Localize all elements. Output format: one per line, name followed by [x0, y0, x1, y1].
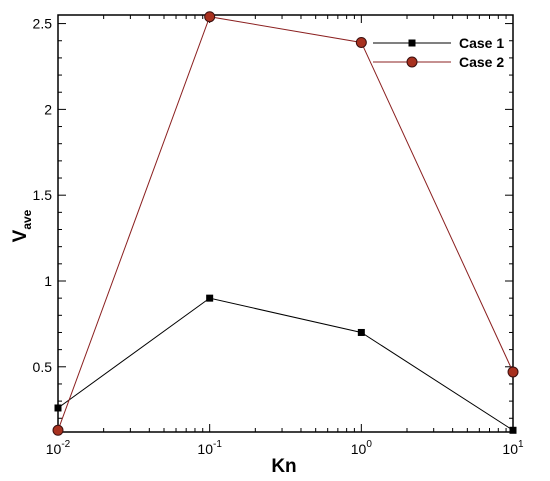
series-line — [57, 297, 514, 431]
y-tick-label: 2 — [44, 101, 52, 117]
data-point — [509, 426, 517, 434]
data-point — [52, 424, 64, 436]
y-tick-label: 2.5 — [33, 16, 53, 32]
y-axis-title-subscript: ave — [20, 209, 34, 229]
legend-label: Case 2 — [459, 54, 504, 70]
x-tick-label-base: 10 — [351, 441, 367, 457]
data-point — [507, 366, 519, 378]
data-point — [357, 328, 365, 336]
plot-frame — [57, 14, 514, 433]
series-layer — [52, 11, 519, 436]
legend: Case 1 Case 2 — [373, 35, 504, 70]
y-tick-label: 1 — [44, 273, 52, 289]
y-axis-title-main: V — [10, 229, 31, 242]
x-tick-label-exponent: -1 — [213, 439, 222, 450]
legend-marker — [406, 56, 418, 68]
y-axis-title: Vave — [10, 209, 34, 242]
x-axis-title: Kn — [271, 456, 296, 477]
x-tick-label: 101 — [502, 439, 524, 457]
data-point — [355, 36, 367, 48]
x-tick-label-base: 10 — [46, 441, 62, 457]
axes — [57, 14, 514, 433]
data-point — [54, 404, 62, 412]
x-tick-label-exponent: 0 — [366, 439, 372, 450]
x-tick-label: 100 — [351, 439, 373, 457]
series-line — [57, 16, 514, 431]
x-tick-label-exponent: -2 — [61, 439, 70, 450]
legend-marker — [408, 39, 416, 47]
series-2 — [52, 11, 519, 436]
y-tick-label: 1.5 — [33, 187, 53, 203]
x-tick-label-base: 10 — [502, 441, 518, 457]
x-tick-label-base: 10 — [197, 441, 213, 457]
y-tick-label: 0.5 — [33, 359, 53, 375]
x-tick-label: 10-2 — [46, 439, 71, 457]
x-tick-label: 10-1 — [197, 439, 222, 457]
x-tick-label-exponent: 1 — [518, 439, 524, 450]
legend-label: Case 1 — [459, 35, 504, 51]
series-1 — [54, 294, 517, 434]
data-point — [204, 11, 216, 23]
data-point — [206, 294, 214, 302]
